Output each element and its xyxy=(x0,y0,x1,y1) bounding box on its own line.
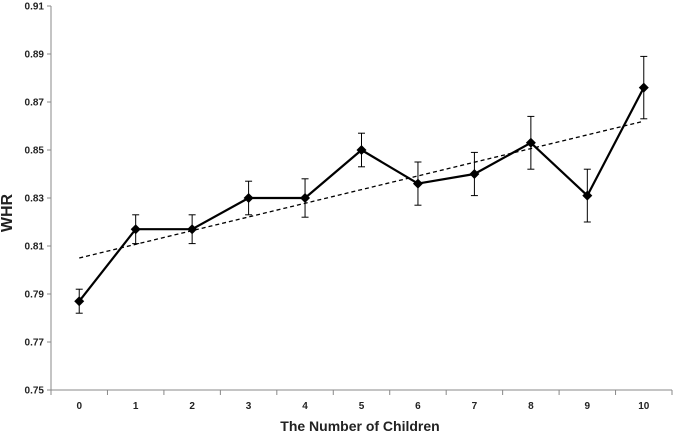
x-tick-label: 7 xyxy=(472,401,478,412)
y-tick-label: 0.77 xyxy=(25,338,45,349)
data-point-diamond xyxy=(74,296,85,307)
x-tick-label: 6 xyxy=(415,401,421,412)
y-tick-label: 0.87 xyxy=(25,98,45,109)
y-tick-label: 0.91 xyxy=(25,2,45,13)
data-point-diamond xyxy=(356,145,367,155)
y-tick-label: 0.85 xyxy=(25,146,45,157)
x-tick-label: 1 xyxy=(133,401,139,412)
data-point-diamond xyxy=(300,193,311,203)
y-axis-title: WHR xyxy=(0,193,16,232)
y-tick-label: 0.83 xyxy=(25,194,45,205)
y-tick-label: 0.89 xyxy=(25,50,45,61)
x-tick-label: 9 xyxy=(585,401,591,412)
data-point-diamond xyxy=(582,190,593,201)
x-tick-label: 10 xyxy=(638,401,650,412)
data-point-diamond xyxy=(412,178,423,189)
data-point-diamond xyxy=(130,224,141,235)
x-ticks: 0 1 2 3 4 5 6 7 8 9 10 xyxy=(50,390,673,412)
error-bars xyxy=(75,55,648,314)
y-tick-label: 0.81 xyxy=(25,242,45,253)
data-point-diamond xyxy=(638,82,649,93)
trendline-segment xyxy=(79,120,644,259)
y-tick-label: 0.75 xyxy=(25,386,45,397)
x-tick-label: 5 xyxy=(359,401,365,412)
y-ticks: 0.75 0.77 0.79 0.81 0.83 0.85 0.87 0.89 0.91 xyxy=(25,2,51,397)
x-tick-label: 3 xyxy=(246,401,252,412)
x-tick-label: 2 xyxy=(189,401,195,412)
x-tick-label: 8 xyxy=(528,401,534,412)
x-tick-label: 0 xyxy=(76,401,82,412)
series-line xyxy=(78,87,645,302)
y-tick-label: 0.79 xyxy=(25,290,45,301)
x-axis-title: The Number of Children xyxy=(280,418,439,434)
axes xyxy=(50,6,672,391)
trendline xyxy=(79,120,644,259)
data-point-diamond xyxy=(243,193,254,203)
data-point-diamond xyxy=(469,169,480,179)
data-point-diamond xyxy=(187,224,198,235)
data-markers xyxy=(74,82,649,307)
x-tick-label: 4 xyxy=(302,401,308,412)
data-point-diamond xyxy=(525,137,536,148)
series-polyline xyxy=(78,87,645,302)
